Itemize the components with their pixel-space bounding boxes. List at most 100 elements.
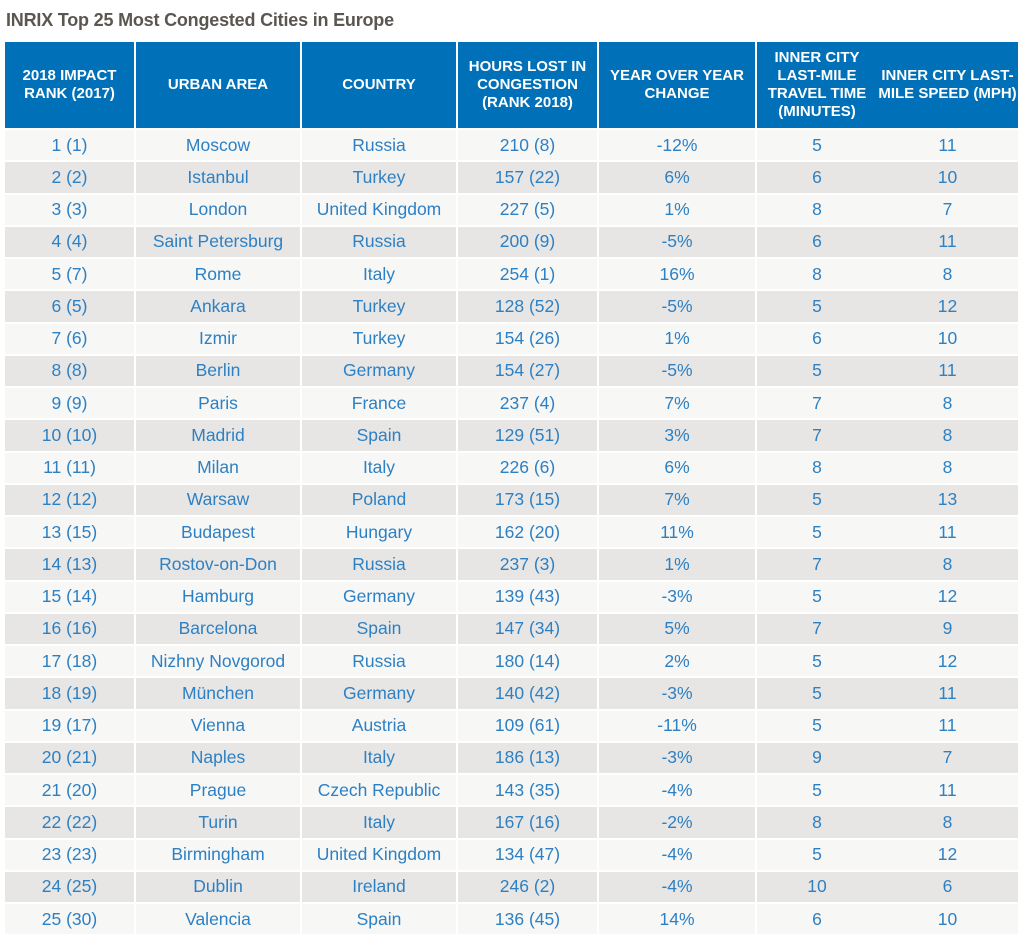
- cell-yoy-change: -12%: [599, 130, 755, 161]
- cell-country: Italy: [302, 259, 456, 290]
- cell-urban-area: Rostov-on-Don: [136, 549, 300, 580]
- cell-hours-lost: 173 (15): [458, 484, 597, 515]
- cell-urban-area: Birmingham: [136, 839, 300, 870]
- cell-speed: 11: [938, 779, 957, 800]
- header-speed: INNER CITY LAST-MILE SPEED (MPH): [878, 67, 1017, 102]
- table-row: 20 (21) Naples Italy 186 (13) -3% 9 7: [5, 742, 1018, 773]
- cell-hours-lost: 134 (47): [458, 839, 597, 870]
- cell-yoy-change: -3%: [599, 678, 755, 709]
- header-yoy-change: YEAR OVER YEAR CHANGE: [599, 42, 755, 128]
- cell-speed: 10: [937, 908, 958, 929]
- cell-country: Spain: [302, 420, 456, 451]
- cell-speed: 7: [942, 747, 953, 768]
- cell-yoy-change: -5%: [599, 355, 755, 386]
- cell-impact-rank: 16 (16): [5, 613, 134, 644]
- table-row: 23 (23) Birmingham United Kingdom 134 (47) -…: [5, 839, 1018, 870]
- cell-impact-rank: 23 (23): [5, 839, 134, 870]
- cell-inner-city: 5 12: [757, 839, 1018, 870]
- cell-yoy-change: -11%: [599, 710, 755, 741]
- cell-impact-rank: 3 (3): [5, 194, 134, 225]
- table-row: 22 (22) Turin Italy 167 (16) -2% 8 8: [5, 807, 1018, 838]
- cell-hours-lost: 129 (51): [458, 420, 597, 451]
- cell-inner-city: 10 6: [757, 871, 1018, 902]
- table-row: 10 (10) Madrid Spain 129 (51) 3% 7 8: [5, 420, 1018, 451]
- cell-urban-area: Milan: [136, 452, 300, 483]
- cell-yoy-change: 7%: [599, 388, 755, 419]
- cell-impact-rank: 2 (2): [5, 162, 134, 193]
- cell-urban-area: Izmir: [136, 323, 300, 354]
- cell-country: Russia: [302, 549, 456, 580]
- cell-urban-area: Turin: [136, 807, 300, 838]
- cell-country: Hungary: [302, 517, 456, 548]
- cell-hours-lost: 147 (34): [458, 613, 597, 644]
- cell-yoy-change: 1%: [599, 194, 755, 225]
- header-urban-area: URBAN AREA: [136, 42, 300, 128]
- table-row: 6 (5) Ankara Turkey 128 (52) -5% 5 12: [5, 291, 1018, 322]
- cell-yoy-change: 11%: [599, 517, 755, 548]
- cell-country: Ireland: [302, 871, 456, 902]
- cell-yoy-change: -2%: [599, 807, 755, 838]
- cell-yoy-change: -5%: [599, 226, 755, 257]
- table-row: 21 (20) Prague Czech Republic 143 (35) -4% 5 1…: [5, 775, 1018, 806]
- cell-urban-area: Budapest: [136, 517, 300, 548]
- cell-impact-rank: 19 (17): [5, 710, 134, 741]
- cell-yoy-change: -4%: [599, 839, 755, 870]
- cell-country: France: [302, 388, 456, 419]
- cell-speed: 8: [942, 553, 953, 574]
- cell-country: Austria: [302, 710, 456, 741]
- cell-impact-rank: 10 (10): [5, 420, 134, 451]
- cell-urban-area: Paris: [136, 388, 300, 419]
- cell-travel-time: 5: [812, 134, 822, 155]
- cell-urban-area: London: [136, 194, 300, 225]
- cell-speed: 11: [938, 715, 957, 736]
- cell-urban-area: Berlin: [136, 355, 300, 386]
- cell-country: Poland: [302, 484, 456, 515]
- table-row: 17 (18) Nizhny Novgorod Russia 180 (14) 2% 5 1…: [5, 646, 1018, 677]
- cell-speed: 12: [937, 650, 958, 671]
- cell-impact-rank: 9 (9): [5, 388, 134, 419]
- cell-country: Turkey: [302, 162, 456, 193]
- cell-travel-time: 6: [812, 328, 822, 349]
- cell-hours-lost: 109 (61): [458, 710, 597, 741]
- cell-speed: 11: [938, 231, 957, 252]
- cell-urban-area: Hamburg: [136, 581, 300, 612]
- table-row: 18 (19) München Germany 140 (42) -3% 5 11: [5, 678, 1018, 709]
- cell-urban-area: Vienna: [136, 710, 300, 741]
- cell-inner-city: 5 13: [757, 484, 1018, 515]
- cell-travel-time: 6: [812, 231, 822, 252]
- cell-yoy-change: -4%: [599, 871, 755, 902]
- cell-hours-lost: 186 (13): [458, 742, 597, 773]
- table-row: 13 (15) Budapest Hungary 162 (20) 11% 5 11: [5, 517, 1018, 548]
- cell-hours-lost: 180 (14): [458, 646, 597, 677]
- table-row: 14 (13) Rostov-on-Don Russia 237 (3) 1% 7 8: [5, 549, 1018, 580]
- cell-speed: 8: [942, 263, 953, 284]
- cell-urban-area: Barcelona: [136, 613, 300, 644]
- cell-travel-time: 5: [812, 295, 822, 316]
- cell-impact-rank: 1 (1): [5, 130, 134, 161]
- cell-hours-lost: 237 (3): [458, 549, 597, 580]
- cell-travel-time: 5: [812, 521, 822, 542]
- cell-speed: 9: [942, 618, 953, 639]
- cell-hours-lost: 128 (52): [458, 291, 597, 322]
- cell-inner-city: 6 11: [757, 226, 1018, 257]
- cell-hours-lost: 154 (26): [458, 323, 597, 354]
- cell-country: Spain: [302, 613, 456, 644]
- cell-impact-rank: 11 (11): [5, 452, 134, 483]
- cell-travel-time: 6: [812, 908, 822, 929]
- cell-speed: 8: [942, 392, 953, 413]
- cell-travel-time: 8: [812, 457, 822, 478]
- table-row: 24 (25) Dublin Ireland 246 (2) -4% 10 6: [5, 871, 1018, 902]
- cell-impact-rank: 25 (30): [5, 904, 134, 935]
- table-row: 12 (12) Warsaw Poland 173 (15) 7% 5 13: [5, 484, 1018, 515]
- table-row: 19 (17) Vienna Austria 109 (61) -11% 5 11: [5, 710, 1018, 741]
- cell-yoy-change: 5%: [599, 613, 755, 644]
- cell-hours-lost: 200 (9): [458, 226, 597, 257]
- cell-impact-rank: 24 (25): [5, 871, 134, 902]
- cell-travel-time: 8: [812, 811, 822, 832]
- cell-country: United Kingdom: [302, 839, 456, 870]
